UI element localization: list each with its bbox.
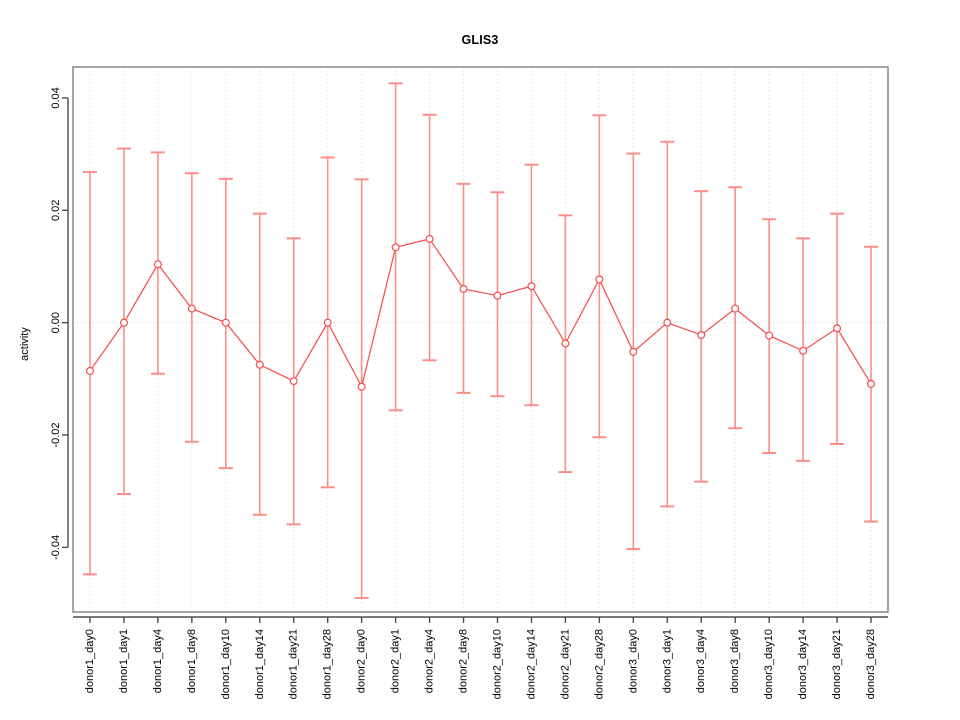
svg-text:-0.02: -0.02 <box>50 422 62 447</box>
svg-text:0.02: 0.02 <box>50 200 62 221</box>
svg-text:donor3_day21: donor3_day21 <box>831 629 843 699</box>
data-points <box>85 234 876 391</box>
gridlines <box>89 67 872 612</box>
svg-text:0.00: 0.00 <box>50 312 62 333</box>
plot-frame <box>72 66 889 613</box>
svg-text:donor1_day8: donor1_day8 <box>186 629 198 693</box>
x-axis: donor1_day0 donor1_day1 donor1_day4 donor1_… <box>73 616 888 699</box>
svg-text:donor1_day4: donor1_day4 <box>152 629 164 693</box>
svg-text:donor3_day0: donor3_day0 <box>627 629 639 693</box>
svg-text:donor1_day14: donor1_day14 <box>254 629 266 699</box>
svg-text:donor2_day28: donor2_day28 <box>593 629 605 699</box>
svg-text:donor2_day8: donor2_day8 <box>458 629 470 693</box>
svg-text:donor3_day28: donor3_day28 <box>865 629 877 699</box>
chart-title: GLIS3 <box>461 33 499 47</box>
svg-text:donor3_day8: donor3_day8 <box>729 629 741 693</box>
svg-text:donor3_day10: donor3_day10 <box>763 629 775 699</box>
errorbars <box>82 82 879 599</box>
svg-text:donor1_day1: donor1_day1 <box>118 629 130 693</box>
svg-text:donor2_day21: donor2_day21 <box>559 629 571 699</box>
svg-text:donor2_day1: donor2_day1 <box>390 629 402 693</box>
svg-text:donor2_day10: donor2_day10 <box>491 629 503 699</box>
svg-text:0.04: 0.04 <box>50 87 62 108</box>
y-axis: -0.04 -0.02 0.00 0.02 0.04 <box>50 87 69 560</box>
svg-text:donor3_day4: donor3_day4 <box>695 629 707 693</box>
svg-text:donor2_day0: donor2_day0 <box>356 629 368 693</box>
data-series-line <box>89 238 872 389</box>
svg-text:donor1_day10: donor1_day10 <box>220 629 232 699</box>
svg-text:donor1_day21: donor1_day21 <box>288 629 300 699</box>
svg-text:donor1_day28: donor1_day28 <box>322 629 334 699</box>
svg-text:donor3_day14: donor3_day14 <box>797 629 809 699</box>
svg-text:donor3_day1: donor3_day1 <box>661 629 673 693</box>
svg-text:-0.04: -0.04 <box>50 535 62 560</box>
svg-text:donor2_day14: donor2_day14 <box>525 629 537 699</box>
svg-text:donor1_day0: donor1_day0 <box>84 629 96 693</box>
svg-text:donor2_day4: donor2_day4 <box>424 629 436 693</box>
